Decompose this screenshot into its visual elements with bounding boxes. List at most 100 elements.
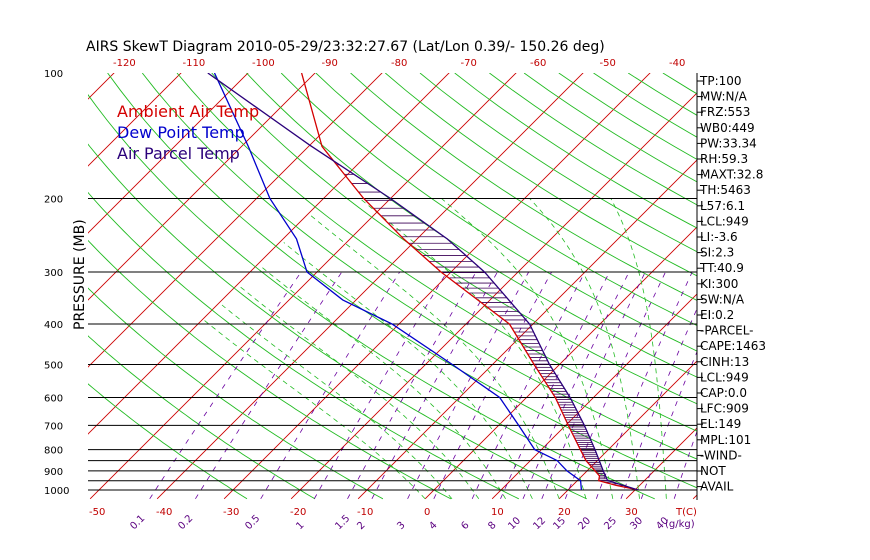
mixing-ratio-line <box>260 271 401 500</box>
isotherm-line <box>88 73 115 100</box>
dry-adiabat-line <box>141 73 697 460</box>
isotherm-line <box>491 293 697 500</box>
bottom-temp-tick-label: -30 <box>223 507 239 518</box>
pressure-tick-label: 400 <box>44 320 63 331</box>
legend: Ambient Air Temp Dew Point Temp Air Parcel… <box>117 102 259 163</box>
index-label: FRZ:553 <box>700 105 750 119</box>
dry-adiabat-line <box>662 73 697 95</box>
mixing-unit-label: (g/kg) <box>665 519 695 530</box>
dry-adiabat-line <box>454 73 697 229</box>
pressure-tick-label: 300 <box>44 268 63 279</box>
top-temp-tick-label: -60 <box>530 58 546 69</box>
index-label: EI:0.2 <box>700 308 734 322</box>
pressure-tick-label: 600 <box>44 393 63 404</box>
isotherm-line <box>424 226 697 500</box>
bottom-temp-tick-label: 30 <box>625 507 638 518</box>
isotherm-line <box>290 92 697 500</box>
index-label: -WIND- <box>700 448 742 462</box>
mixing-ratio-tick-label: 20 <box>576 515 593 532</box>
isotherm-line <box>88 73 450 435</box>
bottom-temp-tick-label: 0 <box>424 507 430 518</box>
mixing-ratio-tick-label: 2 <box>355 520 367 532</box>
mixing-ratio-line <box>195 271 343 500</box>
index-label: LFC:909 <box>700 402 749 416</box>
isotherm-line <box>357 159 697 500</box>
mixing-ratio-line <box>433 271 552 499</box>
top-temp-tick-label: -100 <box>252 58 275 69</box>
index-label: LCL:949 <box>700 214 749 228</box>
bottom-temp-tick-label: -40 <box>156 507 172 518</box>
pressure-tick-label: 200 <box>44 195 63 206</box>
dry-adiabat-line <box>419 73 697 253</box>
mixing-ratio-tick-label: 0.2 <box>176 513 195 532</box>
mixing-ratio-line <box>620 307 697 499</box>
pressure-tick-label: 700 <box>44 421 63 432</box>
isotherm-line <box>88 73 316 301</box>
mixing-ratio-line <box>500 271 610 499</box>
chart-title: AIRS SkewT Diagram 2010-05-29/23:32:27.6… <box>86 39 605 55</box>
mixing-ratio-tick-label: 0.5 <box>243 513 262 532</box>
moist-adiabat-line <box>441 198 614 499</box>
moist-adiabat-line <box>310 215 560 499</box>
series-line-air-parcel-temp <box>207 73 639 491</box>
pressure-tick-label: 1000 <box>44 486 69 497</box>
isotherm-line <box>156 73 584 500</box>
index-label: WB0:449 <box>700 121 755 135</box>
mixing-ratio-tick-label: 12 <box>531 515 548 532</box>
dry-adiabat-line <box>350 73 697 301</box>
sounding-series <box>207 73 639 491</box>
moist-adiabat-line <box>239 286 480 500</box>
index-label: TH:5463 <box>699 183 751 197</box>
mixing-ratio-tick-label: 1.5 <box>333 513 352 532</box>
pressure-tick-label: 500 <box>44 360 63 371</box>
pressure-tick-label: 100 <box>44 69 63 80</box>
bottom-temp-tick-label: -10 <box>357 507 373 518</box>
index-label: CAP:0.0 <box>700 386 747 400</box>
moist-adiabat-line <box>221 304 453 500</box>
mixing-ratio-tick-label: 25 <box>602 515 619 532</box>
index-label: RH:59.3 <box>700 152 748 166</box>
mixing-ratio-tick-label: 10 <box>506 515 523 532</box>
dry-adiabat-line <box>107 73 697 489</box>
top-temp-tick-label: -110 <box>183 58 206 69</box>
isotherm-line <box>760 64 870 499</box>
moist-adiabat-line <box>610 198 667 499</box>
mixing-ratio-line <box>313 271 448 499</box>
isotherm-line <box>558 360 697 500</box>
index-label: SW:N/A <box>700 292 745 306</box>
series-line-dew-point-temp <box>213 73 583 491</box>
dry-adiabat-line <box>88 191 519 500</box>
dry-adiabat-line <box>315 73 697 326</box>
temp-unit-label: T(C) <box>675 507 697 518</box>
moist-adiabat-line <box>529 198 640 499</box>
index-label: PW:33.34 <box>700 136 757 150</box>
moist-adiabat-line <box>203 319 426 500</box>
dry-adiabat-line <box>88 143 587 500</box>
bottom-temp-tick-label: -50 <box>89 507 105 518</box>
mixing-ratio-line <box>640 350 697 499</box>
bottom-temp-tick-label: 10 <box>491 507 504 518</box>
isotherm-line <box>89 73 517 500</box>
top-temp-tick-label: -80 <box>391 58 407 69</box>
legend-entry-label: Ambient Air Temp <box>117 102 259 121</box>
mixing-ratio-line <box>407 271 530 499</box>
mixing-ratio-tick-label: 4 <box>427 520 439 532</box>
top-temp-tick-label: -70 <box>461 58 477 69</box>
top-temp-tick-label: -50 <box>600 58 616 69</box>
top-temp-tick-label: -40 <box>669 58 685 69</box>
y-axis-title: PRESSURE (MB) <box>72 219 88 330</box>
index-label: AVAIL <box>700 480 734 494</box>
index-label: NOT <box>700 464 726 478</box>
pressure-tick-label: 800 <box>44 446 63 457</box>
bottom-temp-tick-label: 20 <box>558 507 571 518</box>
pressure-tick-label: 900 <box>44 467 63 478</box>
dry-adiabat-line <box>88 383 248 500</box>
dry-adiabat-line <box>246 73 697 378</box>
dry-adiabat-line <box>88 239 452 500</box>
dry-adiabat-line <box>88 335 316 500</box>
index-label: CINH:13 <box>700 355 749 369</box>
top-temp-tick-label: -120 <box>113 58 136 69</box>
background-grid <box>88 64 870 500</box>
mixing-ratio-tick-label: 8 <box>486 520 498 532</box>
